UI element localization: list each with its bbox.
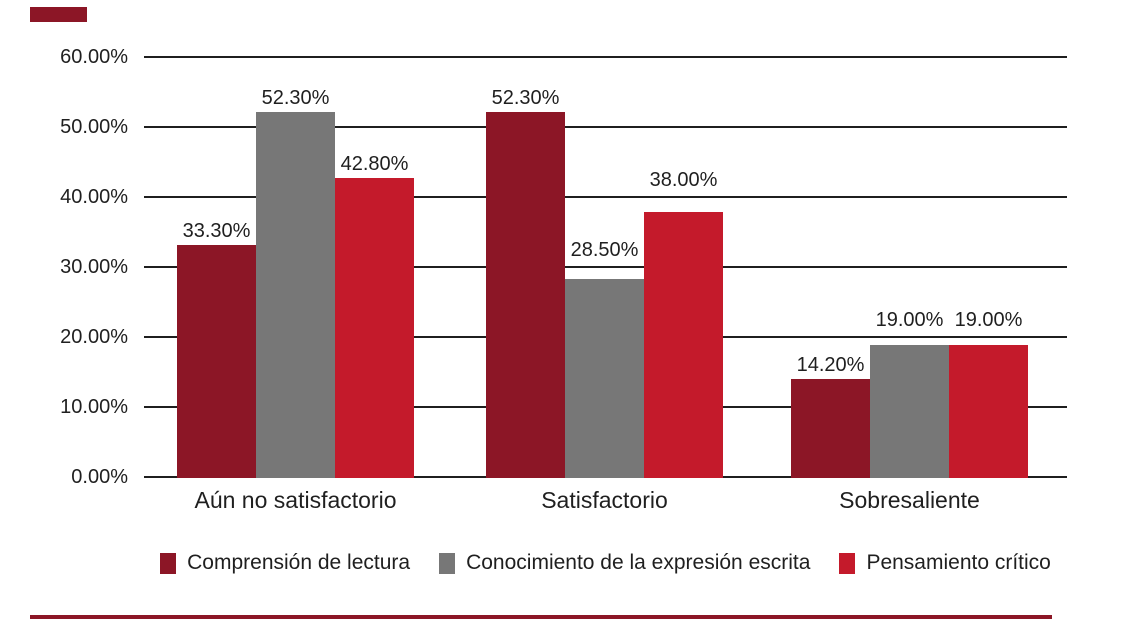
legend-swatch-icon (439, 552, 456, 574)
gridline-40 (144, 196, 1067, 198)
bar-Comprensión de lectura-Aún no satisfactorio (177, 244, 256, 478)
bar-Comprensión de lectura-Satisfactorio (486, 111, 565, 478)
category-label-Aún no satisfactorio: Aún no satisfactorio (194, 487, 397, 513)
bar-Pensamiento crítico-Sobresaliente (949, 345, 1028, 478)
bar-Conocimiento de la expresión escrita-Aún no satisfactorio (256, 111, 335, 478)
legend-swatch-icon (160, 552, 177, 574)
category-label-Satisfactorio: Satisfactorio (541, 487, 668, 513)
bottom-rule (30, 615, 1052, 619)
bar-Conocimiento de la expresión escrita-Satisfactorio (565, 278, 644, 478)
y-axis-tick-label: 40.00% (60, 186, 128, 208)
legend-label: Comprensión de lectura (187, 551, 411, 574)
gridline-50 (144, 126, 1067, 128)
bar-Pensamiento crítico-Aún no satisfactorio (335, 178, 414, 478)
bar-Pensamiento crítico-Satisfactorio (644, 212, 723, 478)
y-axis-tick-label: 60.00% (60, 46, 128, 68)
y-axis-tick-label: 10.00% (60, 396, 128, 418)
bar-Conocimiento de la expresión escrita-Sobresaliente (870, 345, 949, 478)
value-label-Conocimiento de la expresión escrita-Satisfactorio: 28.50% (570, 239, 639, 261)
legend-swatch-icon (839, 552, 856, 574)
value-label-Pensamiento crítico-Sobresaliente: 19.00% (954, 309, 1023, 331)
value-label-Pensamiento crítico-Aún no satisfactorio: 42.80% (340, 153, 409, 176)
y-axis-tick-label: 30.00% (60, 256, 128, 278)
top-accent-bar (30, 7, 87, 22)
value-label-Conocimiento de la expresión escrita-Aún no satisfactorio: 52.30% (261, 86, 330, 109)
legend-item-Conocimiento de la expresión escrita: Conocimiento de la expresión escrita (439, 551, 810, 575)
legend-item-Pensamiento crítico: Pensamiento crítico (839, 551, 1051, 575)
value-label-Pensamiento crítico-Satisfactorio: 38.00% (649, 169, 718, 191)
legend-label: Conocimiento de la expresión escrita (466, 551, 811, 574)
legend-label: Pensamiento crítico (866, 551, 1051, 574)
y-axis-tick-label: 20.00% (60, 326, 128, 348)
chart-legend: Comprensión de lectura Conocimiento de la… (144, 548, 1067, 578)
category-label-Sobresaliente: Sobresaliente (839, 487, 980, 513)
y-axis-tick-label: 50.00% (60, 116, 128, 138)
legend-item-Comprensión de lectura: Comprensión de lectura (160, 551, 410, 575)
y-axis-tick-label: 0.00% (71, 466, 128, 488)
gridline-60 (144, 56, 1067, 58)
value-label-Conocimiento de la expresión escrita-Sobresaliente: 19.00% (875, 309, 944, 331)
gridline-30 (144, 266, 1067, 268)
value-label-Comprensión de lectura-Satisfactorio: 52.30% (491, 86, 560, 109)
bar-Comprensión de lectura-Sobresaliente (791, 378, 870, 478)
value-label-Comprensión de lectura-Sobresaliente: 14.20% (796, 353, 865, 376)
value-label-Comprensión de lectura-Aún no satisfactorio: 33.30% (182, 219, 251, 242)
